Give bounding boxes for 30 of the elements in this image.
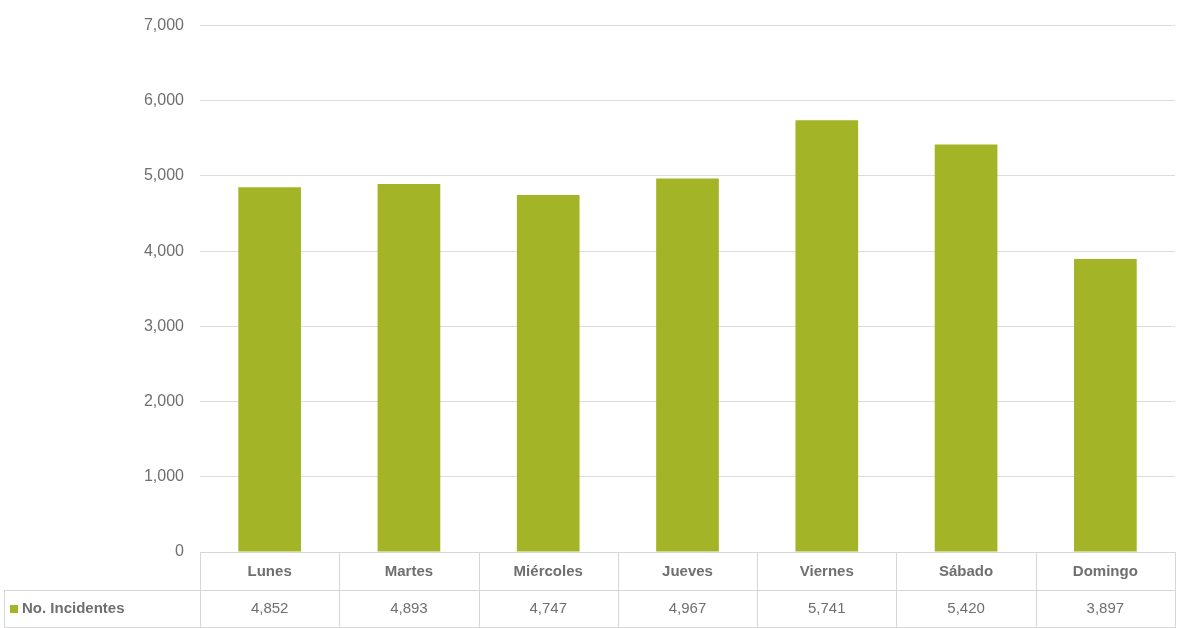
y-tick-label: 6,000 xyxy=(143,91,185,109)
x-tick-label: Sábado xyxy=(938,562,994,580)
bar xyxy=(1074,258,1137,552)
bar xyxy=(377,184,441,552)
y-tick-label: 2,000 xyxy=(143,392,185,410)
bar xyxy=(795,120,859,552)
legend-label: No. Incidentes xyxy=(22,599,125,617)
y-tick-label: 1,000 xyxy=(143,467,185,485)
data-label: 4,967 xyxy=(668,599,707,617)
x-tick-label: Martes xyxy=(384,562,434,580)
x-tick-label: Jueves xyxy=(662,562,713,580)
data-label: 4,747 xyxy=(529,599,567,617)
bar xyxy=(516,195,580,552)
x-tick-label: Lunes xyxy=(247,562,292,580)
y-tick-label: 4,000 xyxy=(143,241,185,259)
y-tick-label: 7,000 xyxy=(143,16,185,34)
data-label: 4,852 xyxy=(250,599,289,617)
x-tick-label: Viernes xyxy=(799,562,854,580)
x-tick-label: Miércoles xyxy=(513,562,583,580)
x-tick-label: Domingo xyxy=(1072,562,1138,580)
data-label: 4,893 xyxy=(390,599,428,617)
bar xyxy=(238,187,301,552)
y-tick-label: 3,000 xyxy=(143,316,185,334)
data-label: 5,420 xyxy=(947,599,985,617)
bar xyxy=(656,178,719,552)
data-label: 5,741 xyxy=(808,599,846,617)
y-tick-label: 5,000 xyxy=(143,166,185,184)
y-tick-label: 0 xyxy=(175,542,185,560)
bar xyxy=(934,144,998,552)
data-label: 3,897 xyxy=(1086,599,1125,617)
